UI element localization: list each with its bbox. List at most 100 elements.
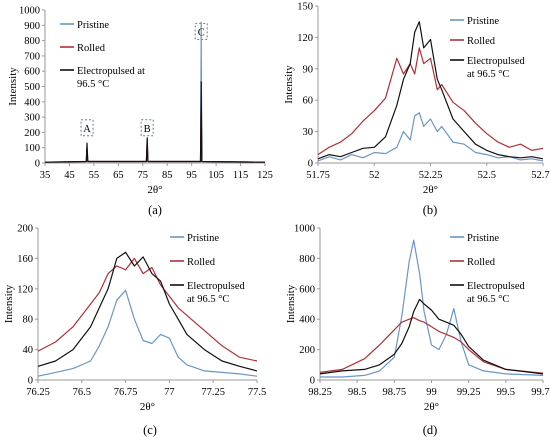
panel-label: (a) <box>148 203 162 217</box>
legend-label: Rolled <box>467 36 496 47</box>
x-tick-label: 75 <box>138 170 149 181</box>
x-tick-label: 125 <box>257 170 273 181</box>
y-tick-label: 600 <box>24 67 40 78</box>
y-tick-label: 80 <box>23 315 34 326</box>
x-tick-label: 77.25 <box>201 387 225 398</box>
panel-label: (b) <box>423 203 438 217</box>
annotation-label: B <box>144 124 151 135</box>
y-tick-label: 100 <box>24 143 40 154</box>
y-tick-label: 120 <box>297 33 313 44</box>
y-tick-label: 300 <box>24 113 40 124</box>
y-tick-label: 60 <box>303 96 314 107</box>
legend-label: at 96.5 °C <box>467 69 509 80</box>
x-axis-title: 2θ° <box>424 401 439 413</box>
x-tick-label: 99 <box>426 387 437 398</box>
y-tick-label: 1000 <box>294 224 315 235</box>
y-axis-title: Intensity <box>285 284 297 323</box>
annotation-label: C <box>198 27 205 38</box>
x-tick-label: 85 <box>162 170 173 181</box>
y-tick-label: 800 <box>299 254 315 265</box>
annotation-label: A <box>83 124 91 135</box>
y-tick-label: 200 <box>299 345 315 356</box>
panel-label: (c) <box>143 423 157 437</box>
series-line-rolled <box>37 257 258 362</box>
x-tick-label: 76.5 <box>73 387 91 398</box>
x-tick-label: 98.25 <box>308 387 332 398</box>
legend-label: Electropulsed <box>467 281 525 292</box>
x-tick-label: 95 <box>186 170 197 181</box>
legend-label: Rolled <box>77 43 106 54</box>
series-line-pristine <box>37 289 258 377</box>
y-tick-label: 200 <box>24 128 40 139</box>
y-tick-label: 40 <box>23 345 34 356</box>
chart-panel-d: 0 200 400 600 800 1000 98.25 98.5 98.75 99 99.25 99… <box>285 224 550 438</box>
y-tick-label: 600 <box>299 284 315 295</box>
x-axis-title: 2θ° <box>423 184 438 196</box>
x-tick-label: 98.75 <box>383 387 407 398</box>
x-tick-label: 99.25 <box>457 387 481 398</box>
y-tick-label: 160 <box>17 254 33 265</box>
y-tick-label: 30 <box>303 127 314 138</box>
x-tick-label: 77.5 <box>248 387 266 398</box>
x-tick-label: 51.75 <box>306 170 330 181</box>
chart-panel-a: 0 100 200 300 400 500 600 700 800 900 1000 35 45 55 65… <box>7 6 273 218</box>
series-line-rolled <box>317 47 544 156</box>
legend-label: at 96.5 °C <box>467 294 509 305</box>
legend-label: Electropulsed <box>187 281 245 292</box>
y-tick-label: 500 <box>24 82 40 93</box>
y-tick-label: 0 <box>35 159 40 170</box>
legend-label: Electropulsed at <box>77 66 145 77</box>
y-tick-label: 0 <box>28 376 33 387</box>
y-tick-label: 400 <box>24 97 40 108</box>
x-tick-label: 105 <box>208 170 224 181</box>
y-tick-label: 0 <box>308 159 313 170</box>
x-tick-label: 99.75 <box>531 387 550 398</box>
y-tick-label: 400 <box>299 315 315 326</box>
legend-label: Rolled <box>187 257 216 268</box>
series-line-rolled <box>44 101 266 163</box>
y-tick-label: 800 <box>24 36 40 47</box>
legend-label: Pristine <box>187 233 219 244</box>
y-axis-title: Intensity <box>3 284 15 323</box>
y-axis-title: Intensity <box>283 65 295 104</box>
x-tick-label: 52.25 <box>419 170 443 181</box>
x-axis-title: 2θ° <box>147 184 162 196</box>
legend-label: at 96.5 °C <box>187 294 229 305</box>
y-tick-label: 150 <box>297 2 313 13</box>
y-tick-label: 1000 <box>19 6 40 17</box>
legend-label: Electropulsed <box>467 56 525 67</box>
series-line-electropulsed <box>319 298 544 375</box>
legend-label: Pristine <box>467 233 499 244</box>
x-tick-label: 99.5 <box>497 387 515 398</box>
x-tick-label: 76.25 <box>26 387 50 398</box>
x-tick-label: 45 <box>64 170 75 181</box>
y-tick-label: 0 <box>310 376 315 387</box>
series-line-pristine <box>320 239 544 378</box>
y-tick-label: 120 <box>17 284 33 295</box>
annotation-box <box>194 22 208 40</box>
x-tick-label: 77 <box>164 387 175 398</box>
y-tick-label: 90 <box>303 64 314 75</box>
series-line-rolled <box>319 317 544 374</box>
x-tick-label: 52 <box>369 170 380 181</box>
x-tick-label: 65 <box>113 170 124 181</box>
x-tick-label: 55 <box>89 170 100 181</box>
y-tick-label: 900 <box>24 21 40 32</box>
legend-label: 96.5 °C <box>77 79 109 90</box>
series-line-pristine <box>317 112 544 162</box>
series-line-electropulsed <box>317 21 544 160</box>
x-tick-label: 98.5 <box>348 387 366 398</box>
x-tick-label: 52.75 <box>531 170 550 181</box>
x-tick-label: 115 <box>233 170 248 181</box>
chart-panel-c: 0 40 80 120 160 200 76.25 76.5 76.75 77 77.25 77.5 2… <box>3 224 266 438</box>
legend-label: Rolled <box>467 257 496 268</box>
x-tick-label: 35 <box>40 170 51 181</box>
y-tick-label: 700 <box>24 51 40 62</box>
series-line-electropulsed <box>44 81 266 163</box>
annotation-box <box>140 119 154 137</box>
x-tick-label: 76.75 <box>114 387 138 398</box>
legend-label: Pristine <box>467 16 499 27</box>
y-axis-title: Intensity <box>7 67 19 106</box>
legend-label: Pristine <box>77 20 109 31</box>
